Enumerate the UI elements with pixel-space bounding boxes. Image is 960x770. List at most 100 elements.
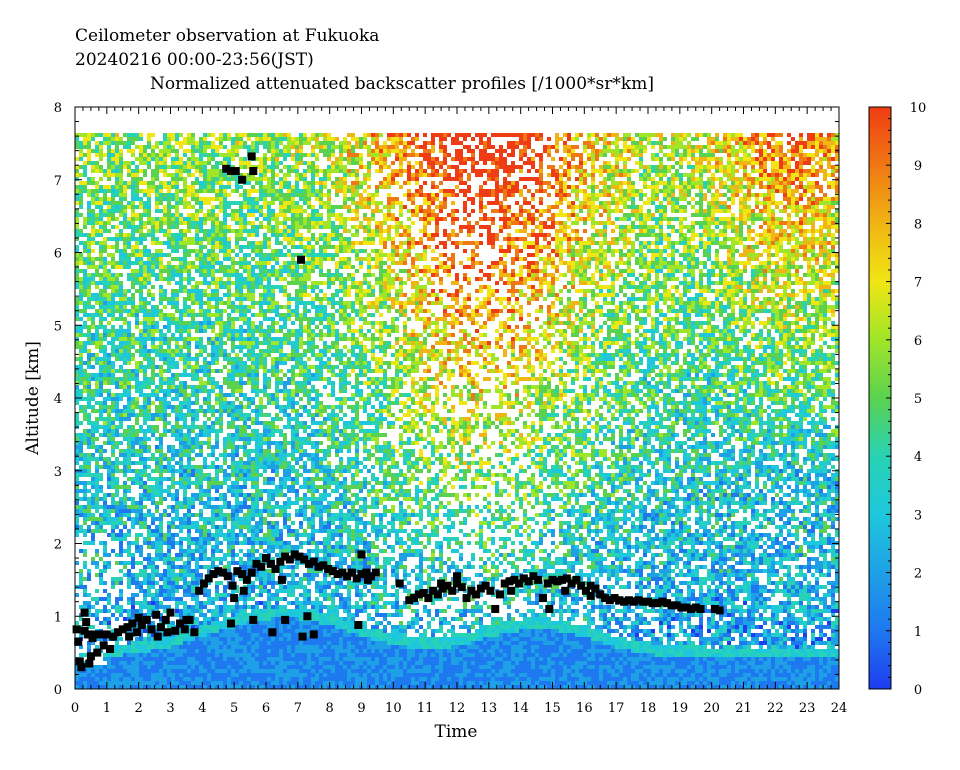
- cloud-base-marker: [156, 623, 165, 632]
- cloud-base-marker: [281, 615, 290, 624]
- y-axis-label: Altitude [km]: [23, 341, 43, 456]
- cloud-base-marker: [486, 586, 495, 595]
- cloud-base-marker: [233, 567, 242, 576]
- cloud-base-marker: [77, 663, 86, 672]
- cloud-base-marker: [667, 601, 676, 610]
- cloud-base-marker: [507, 586, 516, 595]
- cloud-base-marker: [333, 570, 342, 579]
- cloud-base-marker: [543, 579, 552, 588]
- cloud-base-marker: [298, 632, 307, 641]
- cloud-base-marker: [577, 581, 586, 590]
- colorbar-tick-label: 6: [914, 334, 922, 349]
- cloud-base-marker: [363, 575, 372, 584]
- cloud-base-marker: [85, 659, 94, 668]
- cloud-base-marker: [96, 630, 105, 639]
- x-axis-label: Time: [435, 722, 478, 742]
- x-tick-label: 16: [576, 701, 593, 716]
- cloud-base-marker: [226, 619, 235, 628]
- cloud-base-marker: [285, 555, 294, 564]
- cloud-base-marker: [658, 597, 667, 606]
- cloud-base-marker: [601, 594, 610, 603]
- plot-axes: 0 1 2 3 4 5 6 7 8 9 10 11 12 13 14 15 16 17 18 19 20 21 22 23 24…: [54, 101, 848, 716]
- cloud-base-marker: [672, 601, 681, 610]
- cloud-base-marker: [634, 596, 643, 605]
- x-tick-label: 20: [703, 701, 720, 716]
- cloud-base-marker: [93, 648, 102, 657]
- cloud-base-marker: [176, 619, 185, 628]
- cloud-base-marker: [304, 559, 313, 568]
- cloud-base-marker: [247, 568, 256, 577]
- cloud-base-marker: [395, 579, 404, 588]
- cloud-base-marker: [204, 574, 213, 583]
- cloud-base-marker: [343, 572, 352, 581]
- cloud-base-marker: [495, 590, 504, 599]
- cloud-base-marker: [228, 581, 237, 590]
- x-tick-label: 15: [544, 701, 561, 716]
- cloud-base-markers: [72, 152, 724, 672]
- cloud-base-marker: [510, 575, 519, 584]
- cloud-base-marker: [405, 596, 414, 605]
- cloud-base-marker: [195, 586, 204, 595]
- cloud-base-marker: [319, 561, 328, 570]
- cloud-base-marker: [534, 575, 543, 584]
- cloud-base-marker: [257, 562, 266, 571]
- colorbar-tick-label: 9: [914, 159, 922, 174]
- cloud-base-marker: [80, 608, 89, 617]
- cloud-base-marker: [500, 579, 509, 588]
- cloud-base-marker: [226, 167, 235, 176]
- x-tick-label: 10: [385, 701, 402, 716]
- cloud-base-marker: [524, 577, 533, 586]
- colorbar-tick-label: 4: [914, 450, 922, 465]
- cloud-base-marker: [567, 579, 576, 588]
- cloud-base-marker: [515, 579, 524, 588]
- cloud-base-marker: [453, 572, 461, 581]
- colorbar-tick-label: 1: [914, 625, 922, 640]
- cloud-base-marker: [238, 570, 247, 579]
- x-tick-label: 17: [608, 701, 625, 716]
- cloud-base-marker: [223, 572, 232, 581]
- cloud-base-marker: [629, 597, 638, 606]
- cloud-base-marker: [453, 579, 461, 588]
- x-tick-label: 4: [198, 701, 206, 716]
- cloud-base-marker: [219, 568, 228, 577]
- cloud-base-marker: [581, 586, 590, 595]
- cloud-base-marker: [505, 577, 514, 586]
- cloud-base-marker: [324, 564, 333, 573]
- cloud-base-marker: [572, 575, 581, 584]
- colorbar-tick-label: 8: [914, 217, 922, 232]
- chart-title-line2: 20240216 00:00-23:56(JST): [75, 50, 314, 70]
- cloud-base-marker: [88, 634, 97, 643]
- x-tick-label: 12: [449, 701, 466, 716]
- cloud-base-marker: [247, 152, 256, 161]
- cloud-base-marker: [472, 590, 481, 599]
- cloud-base-marker: [222, 164, 231, 173]
- x-tick-label: 19: [672, 701, 689, 716]
- chart-title-line3: Normalized attenuated backscatter profil…: [150, 74, 654, 94]
- cloud-base-marker: [476, 584, 485, 593]
- cloud-base-marker: [354, 620, 363, 629]
- y-tick-label: 8: [54, 101, 62, 116]
- x-tick-label: 23: [799, 701, 816, 716]
- cloud-base-marker: [371, 568, 380, 577]
- cloud-base-marker: [209, 570, 218, 579]
- cloud-base-marker: [357, 550, 366, 559]
- cloud-base-marker: [72, 625, 81, 634]
- x-tick-label: 3: [166, 701, 174, 716]
- cloud-base-marker: [199, 579, 208, 588]
- x-tick-label: 7: [294, 701, 302, 716]
- cloud-base-marker: [691, 603, 700, 612]
- cloud-base-marker: [75, 657, 84, 666]
- cloud-base-marker: [268, 628, 277, 637]
- cloud-base-marker: [529, 572, 538, 581]
- cloud-base-marker: [297, 255, 306, 264]
- colorbar-tick-label: 10: [910, 101, 927, 116]
- y-tick-label: 5: [54, 319, 62, 334]
- cloud-base-marker: [118, 625, 127, 634]
- x-tick-label: 11: [417, 701, 434, 716]
- cloud-base-marker: [424, 594, 433, 603]
- cloud-base-marker: [438, 584, 447, 593]
- cloud-base-marker: [443, 581, 452, 590]
- backscatter-heatmap: [75, 133, 839, 689]
- cloud-base-marker: [481, 581, 490, 590]
